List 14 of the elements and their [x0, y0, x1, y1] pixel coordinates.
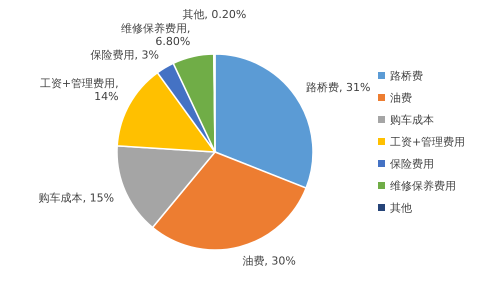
legend-label: 油费 — [390, 92, 412, 104]
data-label: 维修保养费用, 6.80% — [120, 22, 190, 48]
data-label: 其他, 0.20% — [182, 8, 246, 21]
legend-label: 保险费用 — [390, 158, 434, 170]
data-label: 购车成本, 15% — [38, 192, 114, 205]
data-label: 油费, 30% — [242, 254, 296, 268]
data-label: 保险费用, 3% — [90, 48, 160, 62]
legend-label: 路桥费 — [390, 70, 423, 82]
data-label: 工资+管理费用, 14% — [40, 77, 119, 104]
legend-label: 维修保养费用 — [390, 180, 456, 192]
legend-label: 购车成本 — [390, 114, 434, 126]
data-label: 路桥费, 31% — [306, 81, 370, 94]
legend-label: 工资+管理费用 — [390, 136, 466, 148]
legend-label: 其他 — [390, 202, 412, 214]
